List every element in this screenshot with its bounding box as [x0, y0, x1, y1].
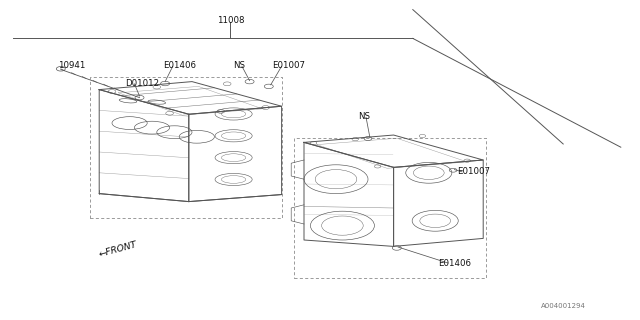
- Text: E01007: E01007: [458, 167, 491, 176]
- Text: 11008: 11008: [217, 16, 244, 25]
- Text: NS: NS: [234, 61, 246, 70]
- Text: A004001294: A004001294: [541, 303, 586, 309]
- Text: D01012: D01012: [125, 79, 159, 88]
- Text: E01007: E01007: [272, 61, 305, 70]
- Text: E01406: E01406: [438, 260, 472, 268]
- Text: E01406: E01406: [163, 61, 196, 70]
- Text: 10941: 10941: [58, 61, 85, 70]
- Text: ←FRONT: ←FRONT: [98, 240, 138, 259]
- Text: NS: NS: [358, 112, 371, 121]
